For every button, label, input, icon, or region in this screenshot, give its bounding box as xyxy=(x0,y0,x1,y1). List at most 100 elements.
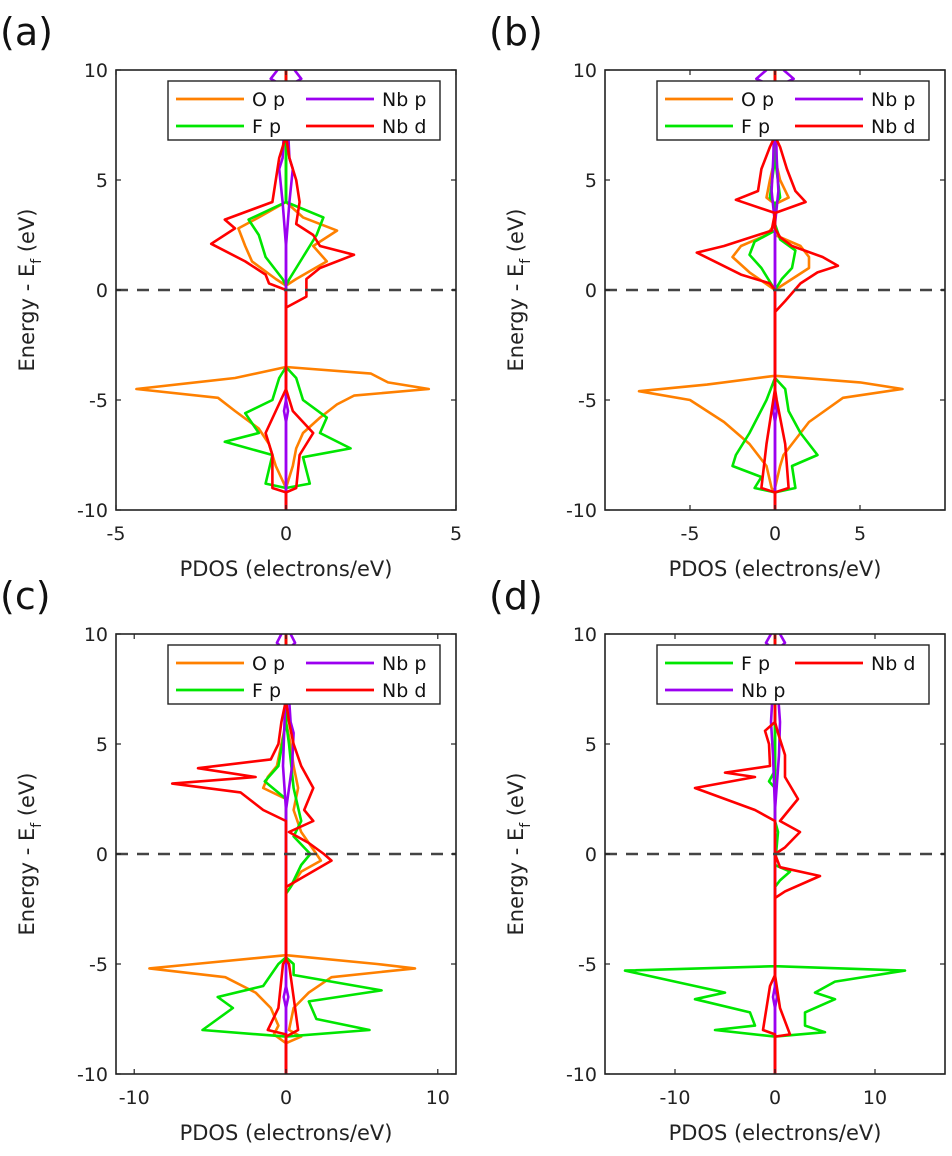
series-f-p-up-line xyxy=(284,70,352,510)
y-tick-label: 10 xyxy=(573,60,597,82)
x-tick-label: 10 xyxy=(426,1087,450,1109)
y-axis-label-main: Energy - E xyxy=(504,828,528,936)
x-tick-label: 0 xyxy=(769,1087,781,1109)
legend: O p Nb p F p Nb d xyxy=(656,80,930,141)
legend-label: Nb d xyxy=(871,116,915,138)
y-tick-label: 5 xyxy=(96,734,108,756)
y-axis-label-unit: (eV) xyxy=(504,208,528,258)
y-tick-label: -5 xyxy=(578,390,597,412)
y-tick-label: -5 xyxy=(578,954,597,976)
series-nb-d-down-line xyxy=(693,634,777,1074)
y-axis-label-unit: (eV) xyxy=(15,772,39,822)
legend-label: F p xyxy=(252,680,281,702)
legend: F p Nb d Nb p xyxy=(656,644,930,705)
y-tick-label: -10 xyxy=(566,1064,597,1086)
series-nb-d-up-line xyxy=(284,70,356,510)
y-tick-label: -10 xyxy=(77,500,108,522)
legend-item: Nb p xyxy=(306,89,426,111)
panel-label: (c) xyxy=(0,574,51,618)
series-nb-d-up-line xyxy=(284,634,333,1074)
series-f-p-down-line xyxy=(201,634,288,1074)
x-tick-label: 10 xyxy=(863,1087,887,1109)
y-axis-label: Energy - Ef (eV) xyxy=(504,772,534,935)
legend-item: Nb p xyxy=(665,680,785,702)
legend-item: F p xyxy=(176,680,281,702)
panel-d: (d) -10 0 10 -10 -5 0 5 10 PDOS (electrons/eV) Ene… xyxy=(489,574,946,1145)
x-axis-label: PDOS (electrons/eV) xyxy=(669,557,882,581)
y-tick-label: -5 xyxy=(89,954,108,976)
y-axis-label: Energy - Ef (eV) xyxy=(15,208,45,371)
legend-label: Nb d xyxy=(871,653,915,675)
legend-item: Nb d xyxy=(795,116,915,138)
legend-item: Nb d xyxy=(306,680,426,702)
legend-item: F p xyxy=(665,116,770,138)
y-tick-label: 0 xyxy=(585,280,597,302)
x-tick-label: -5 xyxy=(681,523,700,545)
legend-label: Nb p xyxy=(741,680,785,702)
series-nb-d-down-line xyxy=(695,70,777,510)
y-tick-label: -10 xyxy=(77,1064,108,1086)
series-f-p-down-line xyxy=(623,634,777,1074)
legend-box xyxy=(167,80,441,141)
y-tick-label: 10 xyxy=(84,624,108,646)
series-o-p-up-line xyxy=(284,70,431,510)
series-nb-d-down-line xyxy=(209,70,288,510)
x-tick-label: 5 xyxy=(854,523,866,545)
panel-label: (b) xyxy=(489,10,543,54)
legend-label: Nb p xyxy=(382,653,426,675)
y-axis-label-subscript: f xyxy=(29,822,45,828)
legend-item: Nb d xyxy=(306,116,426,138)
panel-label: (d) xyxy=(489,574,543,618)
x-axis-label: PDOS (electrons/eV) xyxy=(669,1121,882,1145)
legend-label: F p xyxy=(252,116,281,138)
y-tick-label: 5 xyxy=(96,170,108,192)
x-axis-label: PDOS (electrons/eV) xyxy=(180,557,393,581)
legend-label: Nb d xyxy=(382,680,426,702)
series-nb-d-down-line xyxy=(170,634,288,1074)
legend: O p Nb p F p Nb d xyxy=(167,644,441,705)
legend-item: Nb d xyxy=(795,653,915,675)
legend-label: O p xyxy=(741,89,774,111)
y-tick-label: 0 xyxy=(585,844,597,866)
series-nb-d-up-line xyxy=(773,70,840,510)
panel-c: (c) -10 0 10 -10 -5 0 5 10 PDOS (electrons/eV) Ene… xyxy=(0,574,457,1145)
legend-item: Nb p xyxy=(306,653,426,675)
x-tick-label: 5 xyxy=(450,523,462,545)
y-tick-label: 0 xyxy=(96,280,108,302)
x-tick-label: 0 xyxy=(280,1087,292,1109)
legend-box xyxy=(656,644,930,705)
y-axis-label-unit: (eV) xyxy=(504,772,528,822)
y-axis-label-subscript: f xyxy=(518,822,534,828)
x-tick-label: -10 xyxy=(659,1087,690,1109)
legend-box xyxy=(167,644,441,705)
y-tick-label: -10 xyxy=(566,500,597,522)
x-tick-label: -10 xyxy=(119,1087,150,1109)
y-axis-label: Energy - Ef (eV) xyxy=(15,772,45,935)
y-axis-label-unit: (eV) xyxy=(15,208,39,258)
legend-label: O p xyxy=(252,653,285,675)
legend-box xyxy=(656,80,930,141)
legend-item: O p xyxy=(176,89,285,111)
y-tick-label: 10 xyxy=(84,60,108,82)
x-axis-label: PDOS (electrons/eV) xyxy=(180,1121,393,1145)
panel-label: (a) xyxy=(0,10,53,54)
y-axis-label-main: Energy - E xyxy=(504,264,528,372)
legend-item: O p xyxy=(176,653,285,675)
y-axis-label-subscript: f xyxy=(518,258,534,264)
plot-area xyxy=(135,70,431,510)
legend-label: F p xyxy=(741,653,770,675)
legend-item: F p xyxy=(176,116,281,138)
x-tick-label: 0 xyxy=(280,523,292,545)
y-axis-label-main: Energy - E xyxy=(15,264,39,372)
legend-label: O p xyxy=(252,89,285,111)
legend-item: O p xyxy=(665,89,774,111)
legend-item: F p xyxy=(665,653,770,675)
legend-label: Nb d xyxy=(382,116,426,138)
series-f-p-down-line xyxy=(223,70,288,510)
x-tick-label: 0 xyxy=(769,523,781,545)
panel-b: (b) -5 0 5 -10 -5 0 5 10 PDOS (electrons/eV) Energ… xyxy=(489,10,946,581)
legend-label: Nb p xyxy=(871,89,915,111)
y-axis-label: Energy - Ef (eV) xyxy=(504,208,534,371)
